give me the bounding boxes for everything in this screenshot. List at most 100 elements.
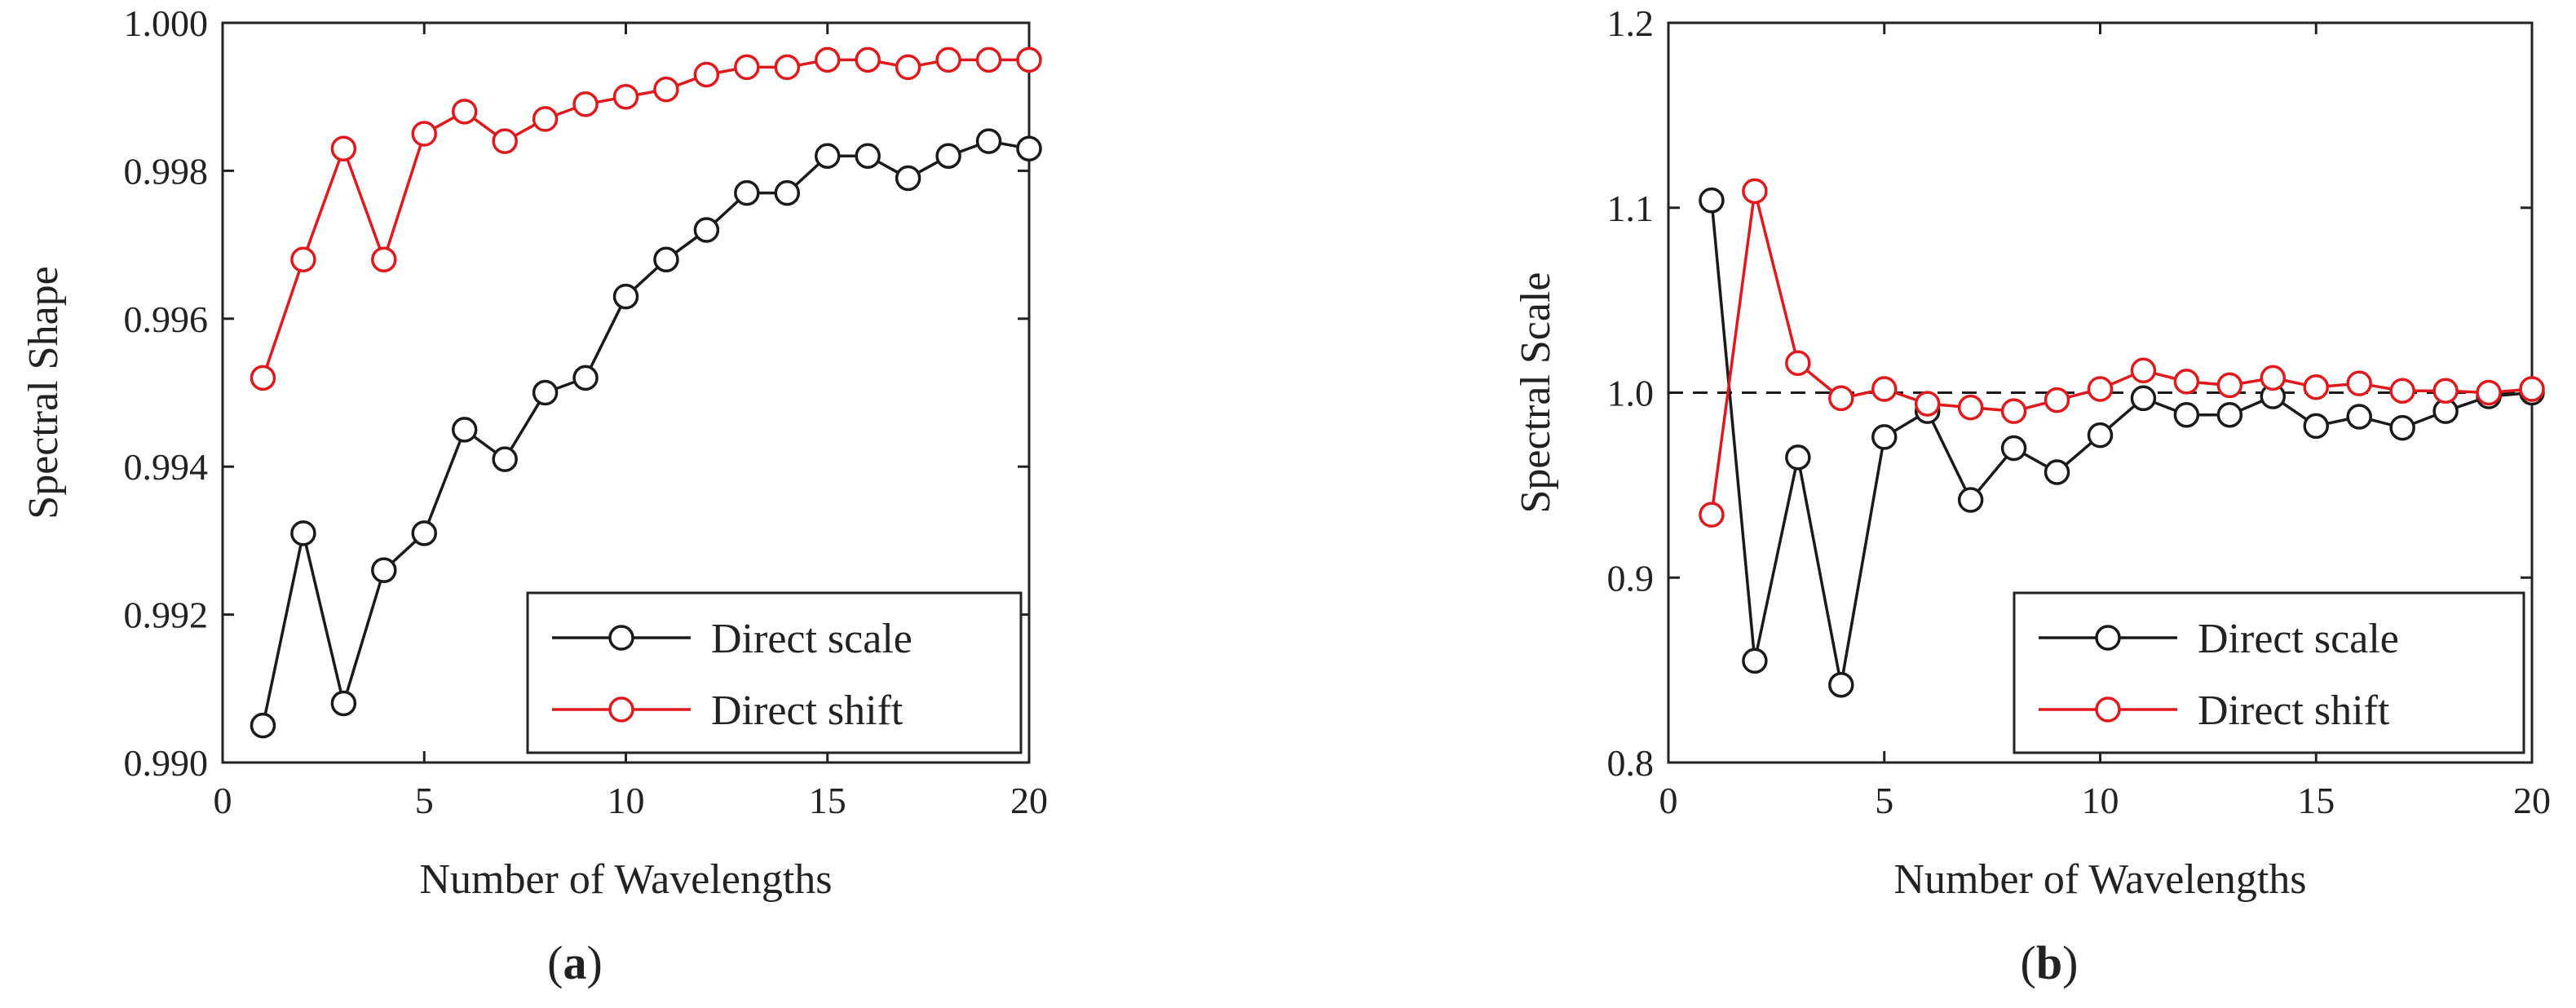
data-point bbox=[1828, 672, 1854, 698]
data-point bbox=[290, 246, 316, 272]
data-point bbox=[1742, 178, 1768, 205]
data-point bbox=[1828, 385, 1854, 412]
data-point bbox=[2260, 365, 2287, 391]
x-tick-label: 20 bbox=[1010, 780, 1048, 821]
data-point bbox=[653, 246, 679, 272]
legend-marker bbox=[2095, 625, 2121, 651]
data-point bbox=[1785, 350, 1811, 376]
x-tick-label: 15 bbox=[809, 780, 846, 821]
data-point bbox=[492, 446, 518, 472]
data-point bbox=[2303, 413, 2329, 440]
data-point bbox=[653, 76, 679, 103]
data-point bbox=[492, 128, 518, 154]
data-point bbox=[2389, 378, 2415, 404]
data-point bbox=[2389, 414, 2415, 441]
y-tick-label: 0.998 bbox=[124, 150, 209, 192]
data-point bbox=[2346, 370, 2372, 396]
data-point bbox=[250, 365, 276, 391]
y-tick-label: 0.9 bbox=[1607, 557, 1655, 599]
x-tick-label: 0 bbox=[1659, 780, 1678, 821]
data-point bbox=[612, 83, 639, 110]
legend-label: Direct scale bbox=[711, 616, 912, 662]
data-point bbox=[895, 54, 921, 81]
data-point bbox=[330, 135, 357, 161]
y-tick-label: 1.2 bbox=[1607, 2, 1655, 44]
legend-label: Direct shift bbox=[2198, 687, 2390, 734]
data-point bbox=[1957, 487, 1984, 513]
data-point bbox=[371, 246, 397, 272]
data-point bbox=[895, 165, 921, 192]
x-tick-label: 0 bbox=[214, 780, 232, 821]
legend-label: Direct shift bbox=[711, 687, 904, 734]
data-point bbox=[1957, 394, 1984, 421]
data-point bbox=[734, 179, 760, 206]
data-point bbox=[1699, 502, 1725, 528]
data-point bbox=[2000, 435, 2027, 462]
data-point bbox=[2216, 401, 2243, 428]
data-point bbox=[2044, 387, 2070, 413]
y-tick-label: 0.994 bbox=[124, 446, 209, 488]
x-axis-label: Number of Wavelengths bbox=[1893, 856, 2306, 903]
y-tick-label: 0.996 bbox=[124, 298, 209, 340]
data-point bbox=[975, 46, 1002, 73]
data-point bbox=[411, 520, 437, 546]
x-tick-label: 5 bbox=[1875, 780, 1893, 821]
data-point bbox=[1699, 187, 1725, 214]
series-2 bbox=[250, 46, 1042, 391]
data-point bbox=[451, 99, 478, 125]
y-tick-label: 0.8 bbox=[1607, 742, 1655, 784]
data-point bbox=[411, 121, 437, 147]
y-tick-label: 1.0 bbox=[1607, 373, 1655, 414]
data-point bbox=[734, 54, 760, 81]
series-line bbox=[261, 58, 1029, 378]
data-point bbox=[2432, 378, 2459, 404]
data-point bbox=[1016, 46, 1042, 73]
x-tick-label: 20 bbox=[2513, 780, 2551, 821]
data-point bbox=[532, 106, 559, 132]
x-tick-label: 15 bbox=[2297, 780, 2335, 821]
data-point bbox=[2130, 385, 2157, 412]
panel-label: (a) bbox=[547, 936, 603, 989]
data-point bbox=[815, 143, 841, 170]
y-axis-label: Spectral Shape bbox=[20, 266, 67, 519]
data-point bbox=[1871, 376, 1898, 402]
data-point bbox=[693, 61, 720, 88]
data-point bbox=[2303, 374, 2329, 400]
y-axis-label: Spectral Scale bbox=[1513, 272, 1559, 514]
series-2 bbox=[1699, 178, 2545, 528]
series-line bbox=[1710, 190, 2533, 515]
legend: Direct scale Direct shift bbox=[526, 591, 1023, 754]
data-point bbox=[451, 417, 478, 443]
x-tick-label: 10 bbox=[608, 780, 645, 821]
legend-marker bbox=[2095, 696, 2121, 723]
y-tick-label: 1.1 bbox=[1607, 188, 1655, 229]
data-point bbox=[2000, 398, 2027, 424]
x-axis-label: Number of Wavelengths bbox=[419, 856, 832, 903]
data-point bbox=[855, 143, 881, 170]
data-point bbox=[250, 712, 276, 739]
y-tick-label: 1.000 bbox=[124, 2, 209, 44]
data-point bbox=[935, 46, 961, 73]
data-point bbox=[2519, 376, 2545, 402]
legend-box bbox=[526, 591, 1023, 754]
y-tick-label: 0.992 bbox=[124, 595, 209, 636]
data-point bbox=[572, 91, 599, 117]
data-point bbox=[2130, 357, 2157, 384]
data-point bbox=[693, 217, 720, 243]
data-point bbox=[2087, 376, 2114, 402]
x-tick-label: 5 bbox=[415, 780, 434, 821]
data-point bbox=[1914, 391, 1941, 417]
legend: Direct scale Direct shift bbox=[2013, 591, 2525, 754]
data-point bbox=[290, 520, 316, 546]
data-point bbox=[2087, 422, 2114, 449]
data-point bbox=[371, 557, 397, 583]
data-point bbox=[2173, 401, 2200, 428]
data-point bbox=[774, 179, 801, 206]
x-tick-label: 10 bbox=[2082, 780, 2119, 821]
data-point bbox=[2476, 379, 2502, 406]
data-point bbox=[774, 54, 801, 81]
series-1 bbox=[250, 128, 1042, 739]
legend-marker bbox=[608, 625, 634, 651]
data-point bbox=[975, 128, 1002, 154]
